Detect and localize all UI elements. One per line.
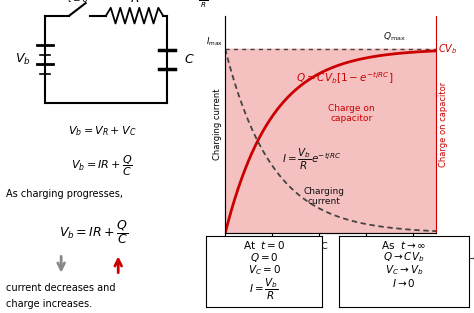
Text: $CV_b$: $CV_b$ — [438, 42, 458, 56]
Text: $Q = 0$: $Q = 0$ — [250, 251, 279, 264]
Text: $I_{\mathrm{max}}$: $I_{\mathrm{max}}$ — [206, 35, 223, 48]
Text: Charging
current: Charging current — [303, 187, 344, 206]
Y-axis label: Charging current: Charging current — [213, 89, 222, 160]
Text: $I \rightarrow 0$: $I \rightarrow 0$ — [392, 277, 416, 289]
Text: $Q = CV_b\left[1-e^{-t/RC}\right]$: $Q = CV_b\left[1-e^{-t/RC}\right]$ — [296, 70, 393, 86]
Text: $t=0$: $t=0$ — [67, 0, 88, 4]
Text: $\frac{V_b}{R}$: $\frac{V_b}{R}$ — [198, 0, 208, 10]
Text: $V_b = IR + \dfrac{Q}{C}$: $V_b = IR + \dfrac{Q}{C}$ — [59, 218, 128, 246]
Text: $R$: $R$ — [130, 0, 139, 5]
Text: time $\rightarrow$: time $\rightarrow$ — [446, 252, 474, 263]
Text: $C$: $C$ — [184, 53, 195, 66]
Text: $Q \rightarrow CV_b$: $Q \rightarrow CV_b$ — [383, 250, 425, 264]
Text: $Q_{\mathrm{max}}$: $Q_{\mathrm{max}}$ — [383, 31, 405, 43]
Text: $I = \dfrac{V_b}{R}$: $I = \dfrac{V_b}{R}$ — [249, 277, 279, 302]
Text: $V_C \rightarrow V_b$: $V_C \rightarrow V_b$ — [385, 263, 423, 277]
Text: current decreases and: current decreases and — [6, 283, 116, 293]
Text: Charge on
capacitor: Charge on capacitor — [328, 104, 375, 123]
Text: $V_C = 0$: $V_C = 0$ — [248, 263, 281, 277]
Text: As charging progresses,: As charging progresses, — [6, 189, 123, 199]
Text: $I = \dfrac{V_b}{R}e^{-t/RC}$: $I = \dfrac{V_b}{R}e^{-t/RC}$ — [282, 146, 342, 172]
Y-axis label: Charge on capacitor: Charge on capacitor — [439, 82, 448, 167]
Text: $V_b$: $V_b$ — [15, 52, 30, 67]
Text: At  $t = 0$: At $t = 0$ — [243, 239, 285, 251]
Text: $V_b = IR + \dfrac{Q}{C}$: $V_b = IR + \dfrac{Q}{C}$ — [71, 154, 133, 178]
Text: $V_b = V_R + V_C$: $V_b = V_R + V_C$ — [68, 125, 136, 138]
Text: charge increases.: charge increases. — [6, 299, 92, 309]
Text: As  $t \rightarrow \infty$: As $t \rightarrow \infty$ — [382, 239, 427, 251]
